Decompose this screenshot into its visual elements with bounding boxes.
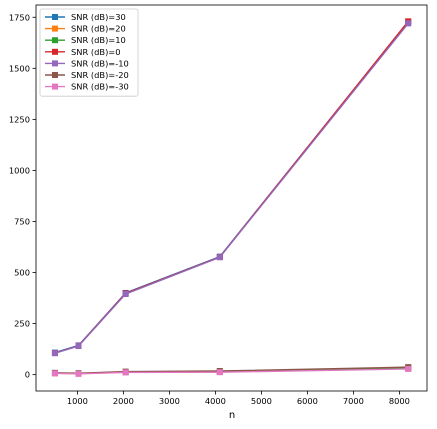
data-point-6-4 [405, 365, 412, 372]
axes: 1000 2000 3000 4000 5000 6000 7000 8000 0 250 500 7… [9, 4, 428, 406]
series-line-6 [54, 368, 409, 375]
legend-marker-1 [52, 25, 58, 32]
x-tick-label: 1000 [67, 396, 88, 406]
legend-marker-2 [52, 37, 58, 44]
legend-marker-5 [52, 72, 58, 78]
legend-label-1: SNR (dB)=20 [71, 24, 126, 34]
y-tick-label: 500 [14, 268, 30, 278]
legend-label-2: SNR (dB)=10 [71, 35, 126, 45]
legend-marker-4 [52, 60, 58, 67]
y-tick-label: 1250 [9, 114, 30, 124]
data-point-6-3 [216, 369, 223, 376]
data-point-4-1 [75, 343, 82, 350]
data-point-6-0 [51, 370, 58, 377]
legend-label-0: SNR (dB)=30 [71, 12, 126, 22]
x-tick-label: 2000 [113, 396, 134, 406]
x-tick-label: 6000 [297, 396, 318, 406]
y-tick-label: 1500 [9, 63, 30, 73]
data-point-4-2 [122, 290, 129, 297]
data-point-6-2 [122, 369, 129, 376]
data-point-6-1 [75, 370, 82, 377]
data-point-4-3 [216, 254, 223, 261]
data-point-4-4 [405, 20, 412, 27]
x-axis-label: n [229, 410, 235, 421]
x-tick-label: 5000 [251, 396, 272, 406]
y-tick-label: 1750 [9, 12, 30, 22]
legend-label-6: SNR (dB)=-30 [71, 82, 129, 92]
data-point-4-0 [51, 350, 58, 357]
legend-marker-0 [52, 14, 58, 20]
legend-label-5: SNR (dB)=-20 [71, 70, 129, 80]
x-tick-label: 4000 [205, 396, 226, 406]
y-tick-label: 0 [25, 370, 30, 380]
legend-marker-6 [52, 83, 58, 90]
y-tick-label: 750 [14, 216, 30, 226]
y-tick-label: 1000 [9, 165, 30, 175]
legend-label-3: SNR (dB)=0 [71, 47, 121, 57]
plot-area [51, 18, 412, 377]
y-tick-label: 250 [14, 319, 30, 329]
legend-marker-3 [52, 48, 58, 55]
legend-label-4: SNR (dB)=-10 [71, 58, 129, 68]
x-tick-label: 7000 [343, 396, 364, 406]
plot-frame [35, 4, 428, 392]
x-tick-label: 3000 [159, 396, 180, 406]
x-tick-label: 8000 [389, 396, 410, 406]
